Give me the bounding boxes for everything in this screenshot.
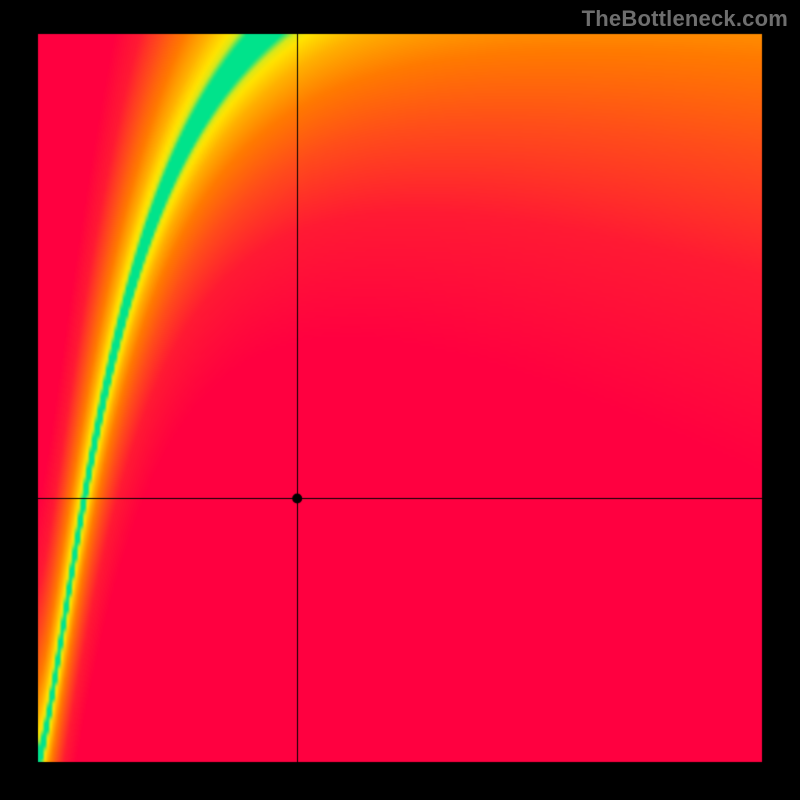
chart-container: TheBottleneck.com xyxy=(0,0,800,800)
watermark-text: TheBottleneck.com xyxy=(582,6,788,32)
bottleneck-heatmap xyxy=(0,0,800,800)
